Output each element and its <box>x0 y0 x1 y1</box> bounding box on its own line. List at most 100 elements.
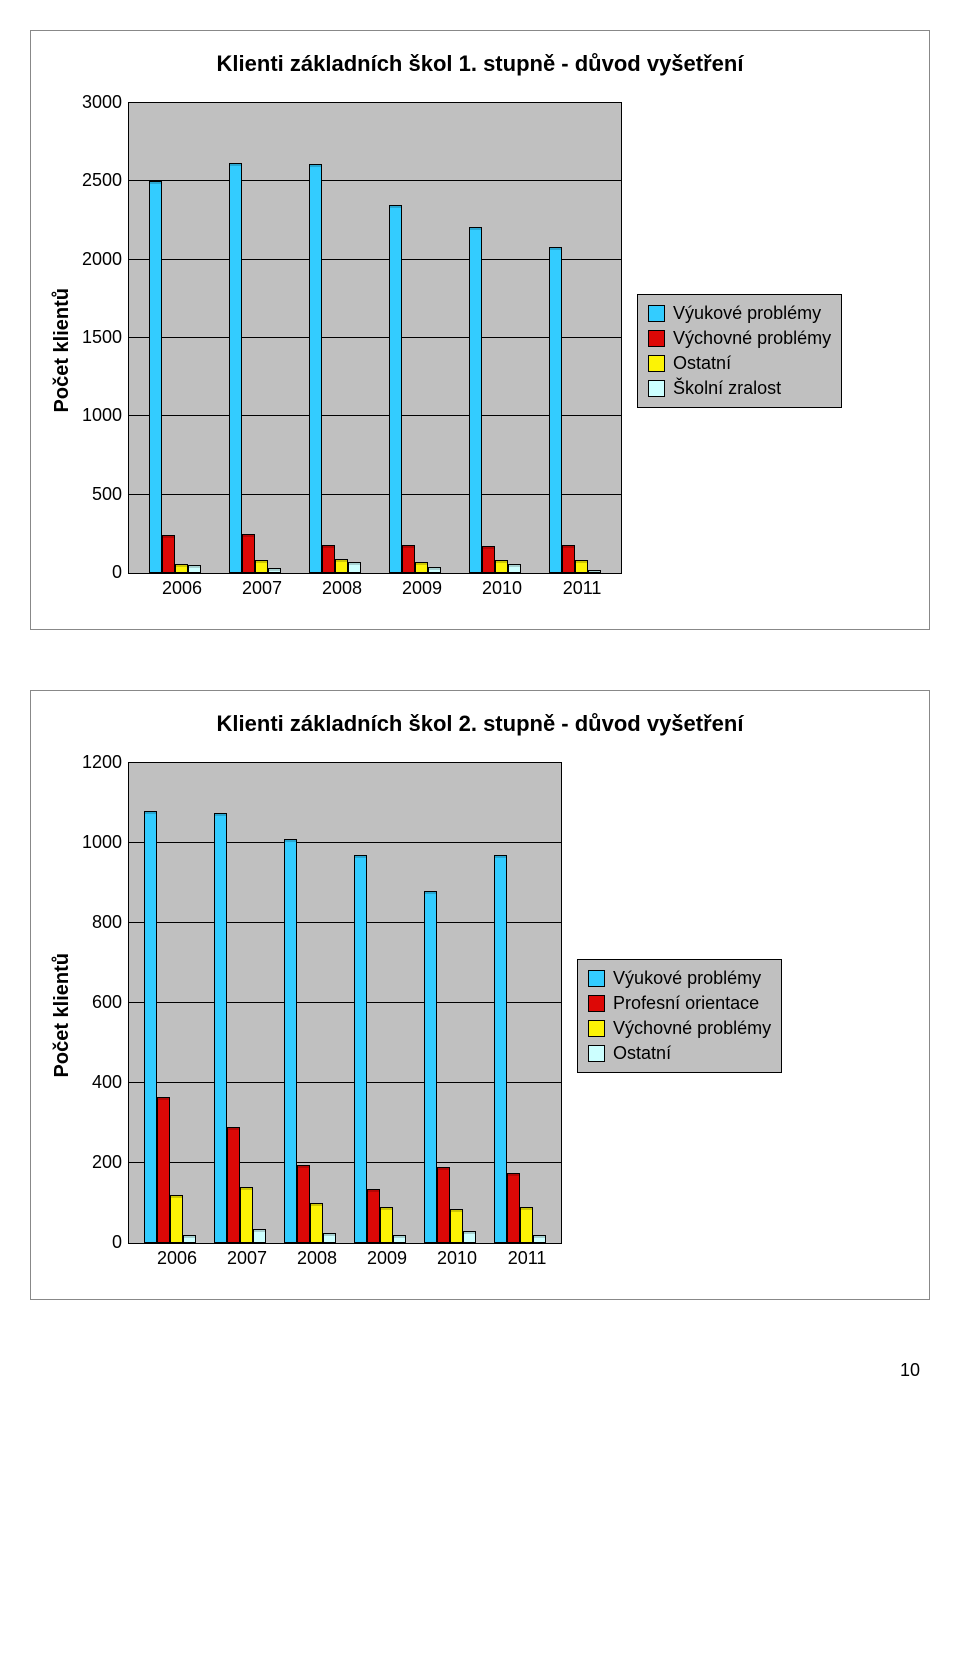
y-tick: 500 <box>92 485 122 503</box>
legend-item: Profesní orientace <box>588 991 771 1016</box>
bar-cluster <box>205 813 275 1243</box>
legend-label: Ostatní <box>673 353 731 374</box>
bar-cluster <box>415 891 485 1243</box>
bar <box>323 1233 336 1243</box>
bar <box>188 565 201 573</box>
bar-cluster <box>295 164 375 573</box>
bar <box>157 1097 170 1243</box>
bar <box>494 855 507 1243</box>
legend-swatch <box>588 1020 605 1037</box>
bar <box>393 1235 406 1243</box>
bar <box>588 570 601 573</box>
legend-swatch <box>588 1045 605 1062</box>
bar <box>575 560 588 573</box>
legend-item: Ostatní <box>648 351 831 376</box>
y-axis-label: Počet klientů <box>51 288 74 412</box>
y-tick: 3000 <box>82 93 122 111</box>
x-tick: 2007 <box>212 1248 282 1269</box>
bar <box>322 545 335 573</box>
x-tick: 2010 <box>462 578 542 599</box>
legend-swatch <box>648 305 665 322</box>
x-tick: 2006 <box>142 578 222 599</box>
legend-swatch <box>648 380 665 397</box>
bar <box>482 546 495 573</box>
bar <box>229 163 242 573</box>
legend-item: Ostatní <box>588 1041 771 1066</box>
bar <box>242 534 255 573</box>
bar <box>520 1207 533 1243</box>
y-tick: 200 <box>92 1153 122 1171</box>
bar-cluster <box>275 839 345 1243</box>
bar-cluster <box>135 811 205 1243</box>
bar <box>389 205 402 573</box>
bar <box>463 1231 476 1243</box>
bar <box>402 545 415 573</box>
bar <box>310 1203 323 1243</box>
legend-label: Výchovné problémy <box>613 1018 771 1039</box>
legend-label: Ostatní <box>613 1043 671 1064</box>
x-tick: 2006 <box>142 1248 212 1269</box>
bar <box>354 855 367 1243</box>
plot-area <box>128 102 622 574</box>
legend-swatch <box>648 330 665 347</box>
legend-item: Výchovné problémy <box>648 326 831 351</box>
bar <box>170 1195 183 1243</box>
chart-title: Klienti základních škol 1. stupně - důvo… <box>51 51 909 77</box>
chart-1: Klienti základních škol 1. stupně - důvo… <box>30 30 930 630</box>
bar <box>268 568 281 573</box>
legend-item: Výchovné problémy <box>588 1016 771 1041</box>
bar <box>415 562 428 573</box>
bar <box>149 181 162 573</box>
bar <box>549 247 562 573</box>
bar <box>469 227 482 573</box>
bar <box>367 1189 380 1243</box>
x-tick: 2009 <box>352 1248 422 1269</box>
bar <box>183 1235 196 1243</box>
legend-item: Výukové problémy <box>588 966 771 991</box>
legend-swatch <box>588 995 605 1012</box>
page-number: 10 <box>30 1360 930 1381</box>
legend-item: Výukové problémy <box>648 301 831 326</box>
bar <box>335 559 348 573</box>
x-tick: 2008 <box>282 1248 352 1269</box>
bar-cluster <box>535 247 615 573</box>
x-tick: 2011 <box>542 578 622 599</box>
legend-label: Výchovné problémy <box>673 328 831 349</box>
y-tick: 1500 <box>82 328 122 346</box>
x-tick: 2010 <box>422 1248 492 1269</box>
y-axis-label: Počet klientů <box>51 953 74 1077</box>
plot-area <box>128 762 562 1244</box>
bar <box>508 564 521 573</box>
legend-label: Výukové problémy <box>613 968 761 989</box>
bar <box>240 1187 253 1243</box>
bar-cluster <box>135 181 215 573</box>
legend-swatch <box>588 970 605 987</box>
y-tick: 0 <box>112 563 122 581</box>
bar <box>495 560 508 573</box>
y-tick: 600 <box>92 993 122 1011</box>
bar <box>297 1165 310 1243</box>
bar-cluster <box>215 163 295 573</box>
bar <box>255 560 268 573</box>
chart-2: Klienti základních škol 2. stupně - důvo… <box>30 690 930 1300</box>
x-tick: 2007 <box>222 578 302 599</box>
x-tick: 2011 <box>492 1248 562 1269</box>
legend: Výukové problémy Profesní orientace Výchov… <box>577 959 782 1073</box>
legend-label: Profesní orientace <box>613 993 759 1014</box>
bar <box>214 813 227 1243</box>
bar <box>144 811 157 1243</box>
y-tick: 1200 <box>82 753 122 771</box>
bar <box>533 1235 546 1243</box>
y-tick: 2000 <box>82 250 122 268</box>
bar-cluster <box>455 227 535 573</box>
bar <box>162 535 175 573</box>
y-tick: 1000 <box>82 833 122 851</box>
bar <box>348 562 361 573</box>
bar <box>562 545 575 573</box>
bar <box>450 1209 463 1243</box>
bar <box>284 839 297 1243</box>
bar-cluster <box>345 855 415 1243</box>
legend-swatch <box>648 355 665 372</box>
chart-title: Klienti základních škol 2. stupně - důvo… <box>51 711 909 737</box>
legend-label: Školní zralost <box>673 378 781 399</box>
